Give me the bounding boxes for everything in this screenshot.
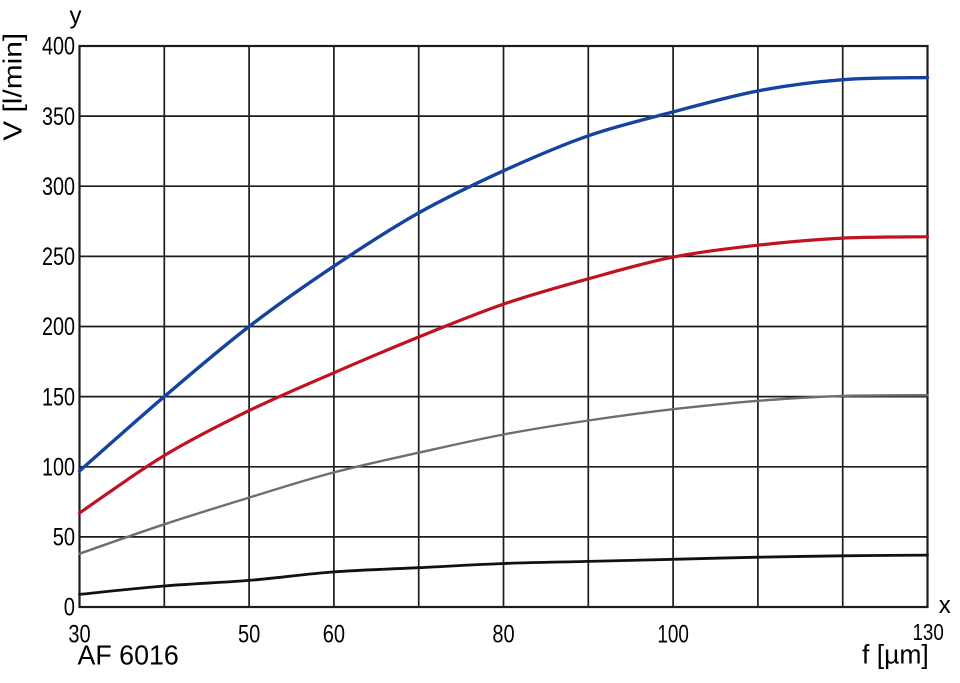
svg-text:30: 30 (68, 620, 90, 648)
svg-text:50: 50 (238, 620, 260, 648)
svg-text:250: 250 (42, 243, 75, 271)
svg-text:100: 100 (42, 453, 75, 481)
svg-text:100: 100 (657, 620, 689, 648)
svg-text:400: 400 (42, 33, 75, 61)
svg-text:x: x (939, 592, 951, 619)
svg-text:0: 0 (64, 594, 75, 622)
svg-text:300: 300 (42, 173, 75, 201)
svg-text:f [µm]: f [µm] (862, 640, 929, 670)
svg-text:200: 200 (42, 313, 75, 341)
svg-text:y: y (70, 3, 82, 30)
svg-text:130: 130 (913, 619, 944, 645)
svg-text:150: 150 (42, 383, 75, 411)
svg-text:350: 350 (42, 103, 75, 131)
svg-text:V [l/min]: V [l/min] (0, 33, 28, 141)
svg-text:60: 60 (323, 620, 345, 648)
svg-text:AF 6016: AF 6016 (78, 639, 179, 670)
svg-text:80: 80 (492, 620, 514, 648)
svg-text:50: 50 (53, 524, 75, 552)
